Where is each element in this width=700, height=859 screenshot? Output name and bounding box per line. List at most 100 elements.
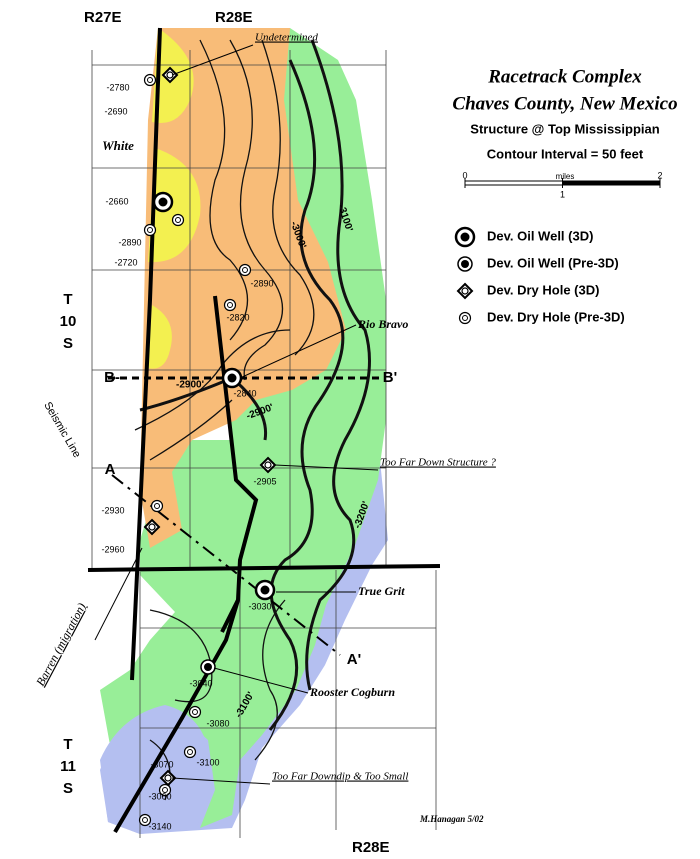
- prospect-label: Rio Bravo: [357, 317, 408, 331]
- well-depth: -2890: [250, 278, 273, 288]
- leader-line: [274, 464, 379, 471]
- dry-hole-pre3d: [143, 73, 157, 87]
- contour-label: -2900': [176, 380, 204, 391]
- cross-section-label: B-: [104, 369, 120, 386]
- leader-line: [171, 44, 254, 76]
- dry-hole-3d: [461, 287, 469, 295]
- oil-well-pre3d: [461, 260, 469, 268]
- dry-hole-pre3d: [188, 705, 202, 719]
- scale-unit: miles: [556, 172, 575, 181]
- well-depth: -2905: [253, 476, 276, 486]
- well-depth: -2780: [106, 82, 129, 92]
- well-depth: -3080: [206, 718, 229, 728]
- township-label: T: [63, 291, 72, 308]
- leader-line: [213, 667, 309, 694]
- oil-well-3d: [260, 585, 270, 595]
- dry-hole-pre3d: [242, 267, 248, 273]
- section-grid: [91, 50, 437, 838]
- well-depth: -2840: [233, 388, 256, 398]
- credit: M.Hanagan 5/02: [419, 814, 484, 824]
- dry-hole-pre3d: [147, 77, 153, 83]
- well-depth: -2930: [101, 505, 124, 515]
- dry-hole-pre3d: [458, 311, 472, 325]
- dry-hole-pre3d: [162, 787, 168, 793]
- dry-hole-pre3d: [147, 227, 153, 233]
- seismic-line-label: Seismic Line: [41, 400, 83, 460]
- oil-well-pre3d: [204, 663, 212, 671]
- township-label: S: [63, 335, 73, 352]
- well-depth: -3040: [189, 678, 212, 688]
- section-line-a: [111, 474, 341, 656]
- prospect-label: Rooster Cogburn: [309, 685, 395, 699]
- cross-section-label: B': [383, 369, 397, 386]
- dry-hole-3d: [264, 461, 272, 469]
- well-depth: -2720: [114, 257, 137, 267]
- prospect-label: Too Far Downdip & Too Small: [272, 771, 408, 783]
- well-depth: -3060: [148, 791, 171, 801]
- dry-hole-3d: [456, 282, 474, 300]
- scale-bar: [562, 181, 660, 185]
- township-label: 11: [60, 758, 76, 775]
- dry-hole-3d: [259, 456, 277, 474]
- township-label: T: [63, 736, 72, 753]
- dry-hole-pre3d: [142, 817, 148, 823]
- well-depth: -2660: [105, 196, 128, 206]
- prospect-label: White: [102, 138, 134, 153]
- leader-line: [239, 324, 357, 379]
- prospect-label: Undetermined: [255, 32, 318, 44]
- dry-hole-pre3d: [175, 217, 181, 223]
- legend-label: Dev. Dry Hole (Pre-3D): [487, 309, 625, 324]
- prospect-label: True Grit: [358, 584, 405, 598]
- dry-hole-pre3d: [183, 745, 197, 759]
- prospect-label: Too Far Down Structure ?: [380, 457, 496, 469]
- dry-hole-pre3d: [192, 709, 198, 715]
- leader-line: [94, 547, 143, 641]
- dry-hole-3d: [161, 66, 179, 84]
- well-depth: -3100: [196, 757, 219, 767]
- contours: [134, 39, 371, 801]
- legend-label: Dev. Oil Well (3D): [487, 228, 593, 243]
- scale-tick-label: 1: [560, 189, 565, 199]
- well-depth: -2890: [118, 237, 141, 247]
- dry-hole-pre3d: [158, 783, 172, 797]
- contour-interval: Contour Interval = 50 feet: [487, 146, 644, 161]
- prospect-label: Barren (migration): [33, 601, 89, 689]
- well-depth: -2690: [104, 106, 127, 116]
- dry-hole-pre3d: [171, 213, 185, 227]
- map-title: Racetrack Complex: [487, 66, 642, 87]
- dry-hole-pre3d: [143, 223, 157, 237]
- range-label: R28E: [352, 839, 390, 856]
- well-depth: -3030: [248, 601, 271, 611]
- map-title: Chaves County, New Mexico: [452, 93, 677, 114]
- dry-hole-pre3d: [150, 499, 164, 513]
- zone-orange: [140, 28, 346, 548]
- legend-label: Dev. Dry Hole (3D): [487, 282, 599, 297]
- dry-hole-pre3d: [223, 298, 237, 312]
- dry-hole-pre3d: [187, 749, 193, 755]
- township-label: S: [63, 780, 73, 797]
- township-label: 10: [60, 313, 77, 330]
- subtitle: Structure @ Top Mississippian: [470, 121, 659, 136]
- dry-hole-pre3d: [238, 263, 252, 277]
- well-depth: -2820: [226, 312, 249, 322]
- zone-yellow: [148, 28, 201, 369]
- cross-section-label: A: [105, 461, 116, 478]
- faults: [87, 27, 441, 834]
- legend-label: Dev. Oil Well (Pre-3D): [487, 255, 619, 270]
- dry-hole-pre3d: [227, 302, 233, 308]
- dry-hole-pre3d: [462, 315, 468, 321]
- leader-line: [171, 777, 271, 785]
- dry-hole-pre3d: [154, 503, 160, 509]
- well-depth: -3070: [150, 759, 173, 769]
- scale-tick-label: 0: [462, 170, 467, 180]
- range-label: R27E: [84, 9, 122, 26]
- scale-tick-label: 2: [657, 170, 662, 180]
- oil-well-3d: [227, 373, 237, 383]
- oil-well-3d: [158, 197, 168, 207]
- well-depth: -2960: [101, 544, 124, 554]
- oil-well-3d: [460, 232, 470, 242]
- range-label: R28E: [215, 9, 253, 26]
- dry-hole-3d: [143, 518, 161, 536]
- dry-hole-pre3d: [138, 813, 152, 827]
